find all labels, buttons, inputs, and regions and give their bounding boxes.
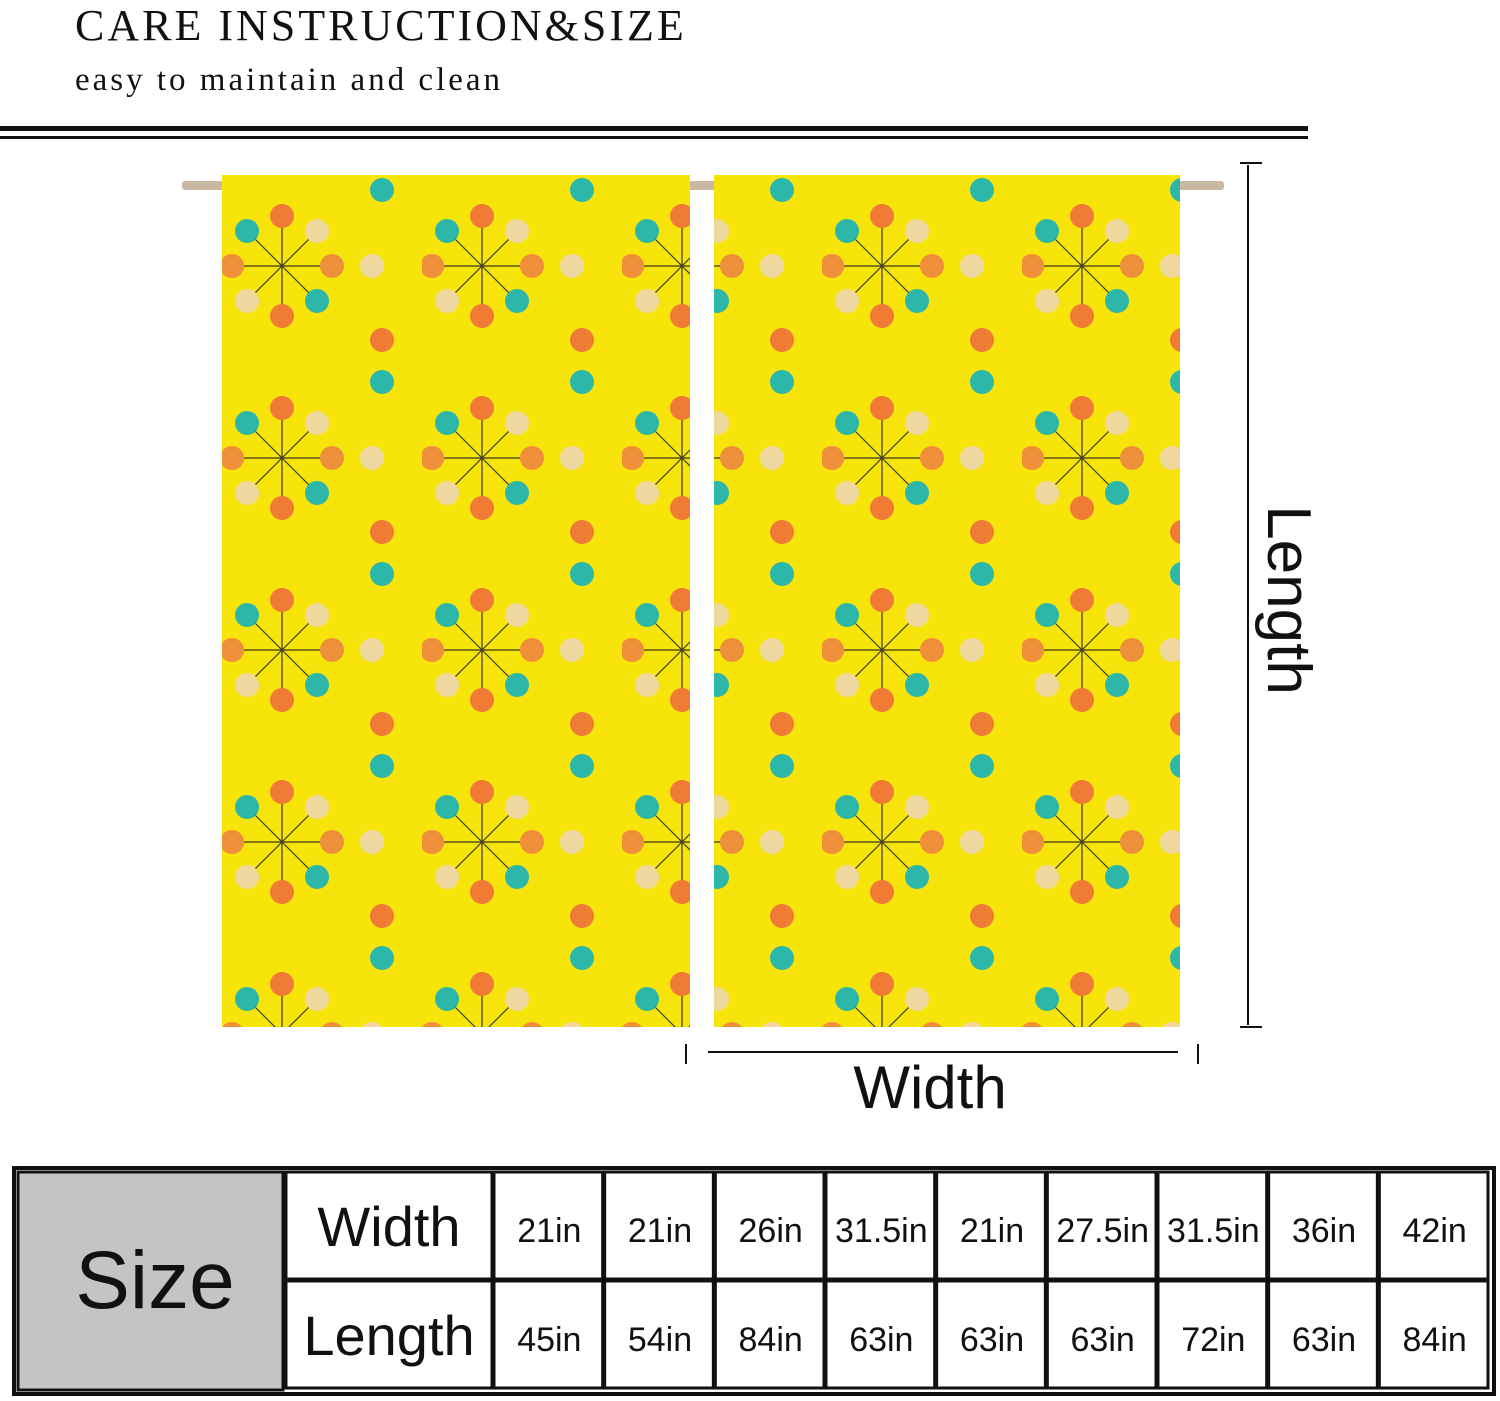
table-cell xyxy=(603,1279,715,1390)
table-cell xyxy=(1377,1279,1490,1390)
table-value: 63in xyxy=(1292,1321,1356,1359)
length-label: Length xyxy=(1254,505,1323,695)
table-cell xyxy=(1156,1170,1269,1281)
row-label: Length xyxy=(303,1304,474,1367)
table-value: 21in xyxy=(517,1212,581,1250)
table-value: 31.5in xyxy=(1167,1212,1260,1250)
title: CARE INSTRUCTION&SIZE xyxy=(75,1,687,50)
subtitle: easy to maintain and clean xyxy=(75,62,503,98)
table-value: 72in xyxy=(1181,1321,1245,1359)
table-cell xyxy=(1267,1170,1379,1281)
table-cell xyxy=(1045,1170,1158,1281)
table-value: 45in xyxy=(517,1321,581,1359)
rule xyxy=(0,126,1308,131)
table-value: 21in xyxy=(960,1212,1024,1250)
table-cell xyxy=(824,1170,937,1281)
table-cell xyxy=(824,1279,937,1390)
table-cell xyxy=(1045,1279,1158,1390)
table-cell xyxy=(284,1279,494,1390)
table-cell xyxy=(935,1279,1047,1390)
table-cell xyxy=(284,1170,494,1281)
table-value: 21in xyxy=(628,1212,692,1250)
curtain-panel xyxy=(714,175,1180,1027)
table-value: 84in xyxy=(1403,1321,1467,1359)
table-value: 36in xyxy=(1292,1212,1356,1250)
table-cell xyxy=(492,1279,605,1390)
table-value: 31.5in xyxy=(835,1212,928,1250)
table-cell xyxy=(713,1170,826,1281)
table-cell xyxy=(1377,1170,1490,1281)
table-value: 63in xyxy=(960,1321,1024,1359)
row-label: Width xyxy=(317,1195,460,1258)
table-cell xyxy=(713,1279,826,1390)
table-value: 63in xyxy=(1071,1321,1135,1359)
table-cell xyxy=(1267,1279,1379,1390)
table-value: 42in xyxy=(1403,1212,1467,1250)
table-title: Size xyxy=(75,1235,235,1326)
table-value: 27.5in xyxy=(1056,1212,1149,1250)
table-value: 54in xyxy=(628,1321,692,1359)
length-indicator xyxy=(685,162,1262,1064)
size-table: Size Width 21in 21in 26in 31.5in 21in 27.5in 31… xyxy=(12,1166,1496,1396)
table-cell xyxy=(935,1170,1047,1281)
table-cell xyxy=(492,1170,605,1281)
table-value: 84in xyxy=(739,1321,803,1359)
table-value: 26in xyxy=(739,1212,803,1250)
table-cell xyxy=(1156,1279,1269,1390)
rule xyxy=(0,136,1308,139)
table-value: 63in xyxy=(849,1321,913,1359)
width-label: Width xyxy=(853,1054,1006,1121)
table-cell xyxy=(603,1170,715,1281)
curtain-panel xyxy=(222,175,690,1027)
